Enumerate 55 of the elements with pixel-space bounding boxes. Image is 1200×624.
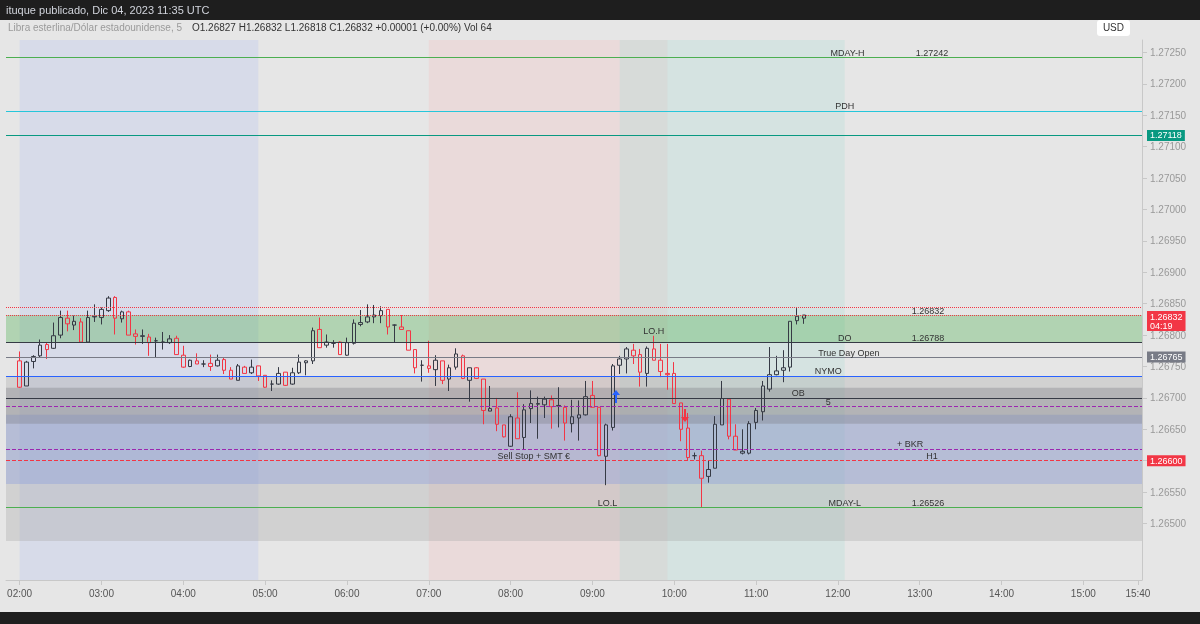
annotation: True Day Open (818, 347, 880, 358)
x-tick-label: 10:00 (661, 587, 688, 599)
text: USD (1096, 20, 1130, 36)
y-tick-label: 1.26700 (1150, 392, 1187, 404)
x-tick-label: 06:00 (334, 587, 360, 599)
annotation: LO.H (643, 326, 665, 337)
x-tick-label: 13:00 (907, 587, 933, 599)
y-tick-label: 1.27200 (1150, 78, 1187, 90)
y-tick-label: 1.27000 (1150, 204, 1187, 216)
chart-title: ituque publicado, Dic 04, 2023 11:35 UTC (0, 0, 1200, 20)
x-tick-label: 05:00 (252, 587, 279, 599)
y-tick-label: 1.26900 (1150, 266, 1187, 278)
x-tick-label: 12:00 (825, 587, 851, 599)
text: O1.26827 H1.26832 L1.26818 C1.26832 +0.00001 (+0.00%) Vol 64 (192, 21, 492, 35)
annotation: NYMO (814, 366, 842, 377)
chart-subtitle: Libra esterlina/Dólar estadounidense, 5 (8, 21, 182, 35)
annotation: DO (837, 333, 852, 344)
x-tick-label: 03:00 (88, 587, 115, 599)
x-tick-label: 07:00 (416, 587, 442, 599)
y-tick-label: 1.27250 (1150, 47, 1187, 59)
annotation: 1.26832 (911, 305, 945, 316)
annotation: MDAY-L (828, 497, 861, 508)
x-tick-label: 11:00 (743, 587, 769, 599)
x-tick-label: 02:00 (7, 587, 33, 599)
annotation: H1 (926, 451, 938, 462)
annotation: 1.26788 (911, 333, 945, 344)
y-tick-label: 1.26500 (1150, 517, 1187, 529)
y-tick-label: 1.26850 (1150, 298, 1187, 310)
y-tick-label: 1.26800 (1150, 329, 1187, 341)
x-tick-label: 08:00 (498, 587, 524, 599)
ref-line-label: 1.26600 (1150, 455, 1183, 466)
annotation: 1.26526 (911, 497, 945, 508)
y-tick-label: 1.27050 (1150, 172, 1187, 184)
x-tick-label: 15:40 (1125, 587, 1151, 599)
y-tick-label: 1.26550 (1150, 486, 1187, 498)
y-tick-label: 1.26650 (1150, 423, 1187, 435)
y-tick-label: 1.27150 (1150, 109, 1187, 121)
annotation: Sell Stop + SMT € (497, 451, 571, 462)
annotation: 1.27242 (915, 48, 949, 59)
annotation: 5 (825, 396, 831, 407)
ref-line-label: 1.27118 (1150, 130, 1182, 141)
x-tick-label: 14:00 (989, 587, 1015, 599)
y-tick-label: 1.27100 (1150, 141, 1187, 153)
annotation: MDAY-H (830, 48, 865, 59)
annotation: OB (791, 388, 805, 399)
ref-line-label: 1.26832 04:19 (1150, 311, 1183, 331)
ref-line-label: 1.26765 (1150, 352, 1183, 363)
y-tick-label: 1.26950 (1150, 235, 1187, 247)
annotation: LO.L (597, 497, 618, 508)
annotation: PDH (835, 101, 855, 112)
x-tick-label: 09:00 (579, 587, 606, 599)
y-tick-label: 1.26750 (1150, 361, 1187, 373)
x-tick-label: 04:00 (170, 587, 197, 599)
x-tick-label: 15:00 (1070, 587, 1097, 599)
annotation: + BKR (897, 439, 924, 450)
